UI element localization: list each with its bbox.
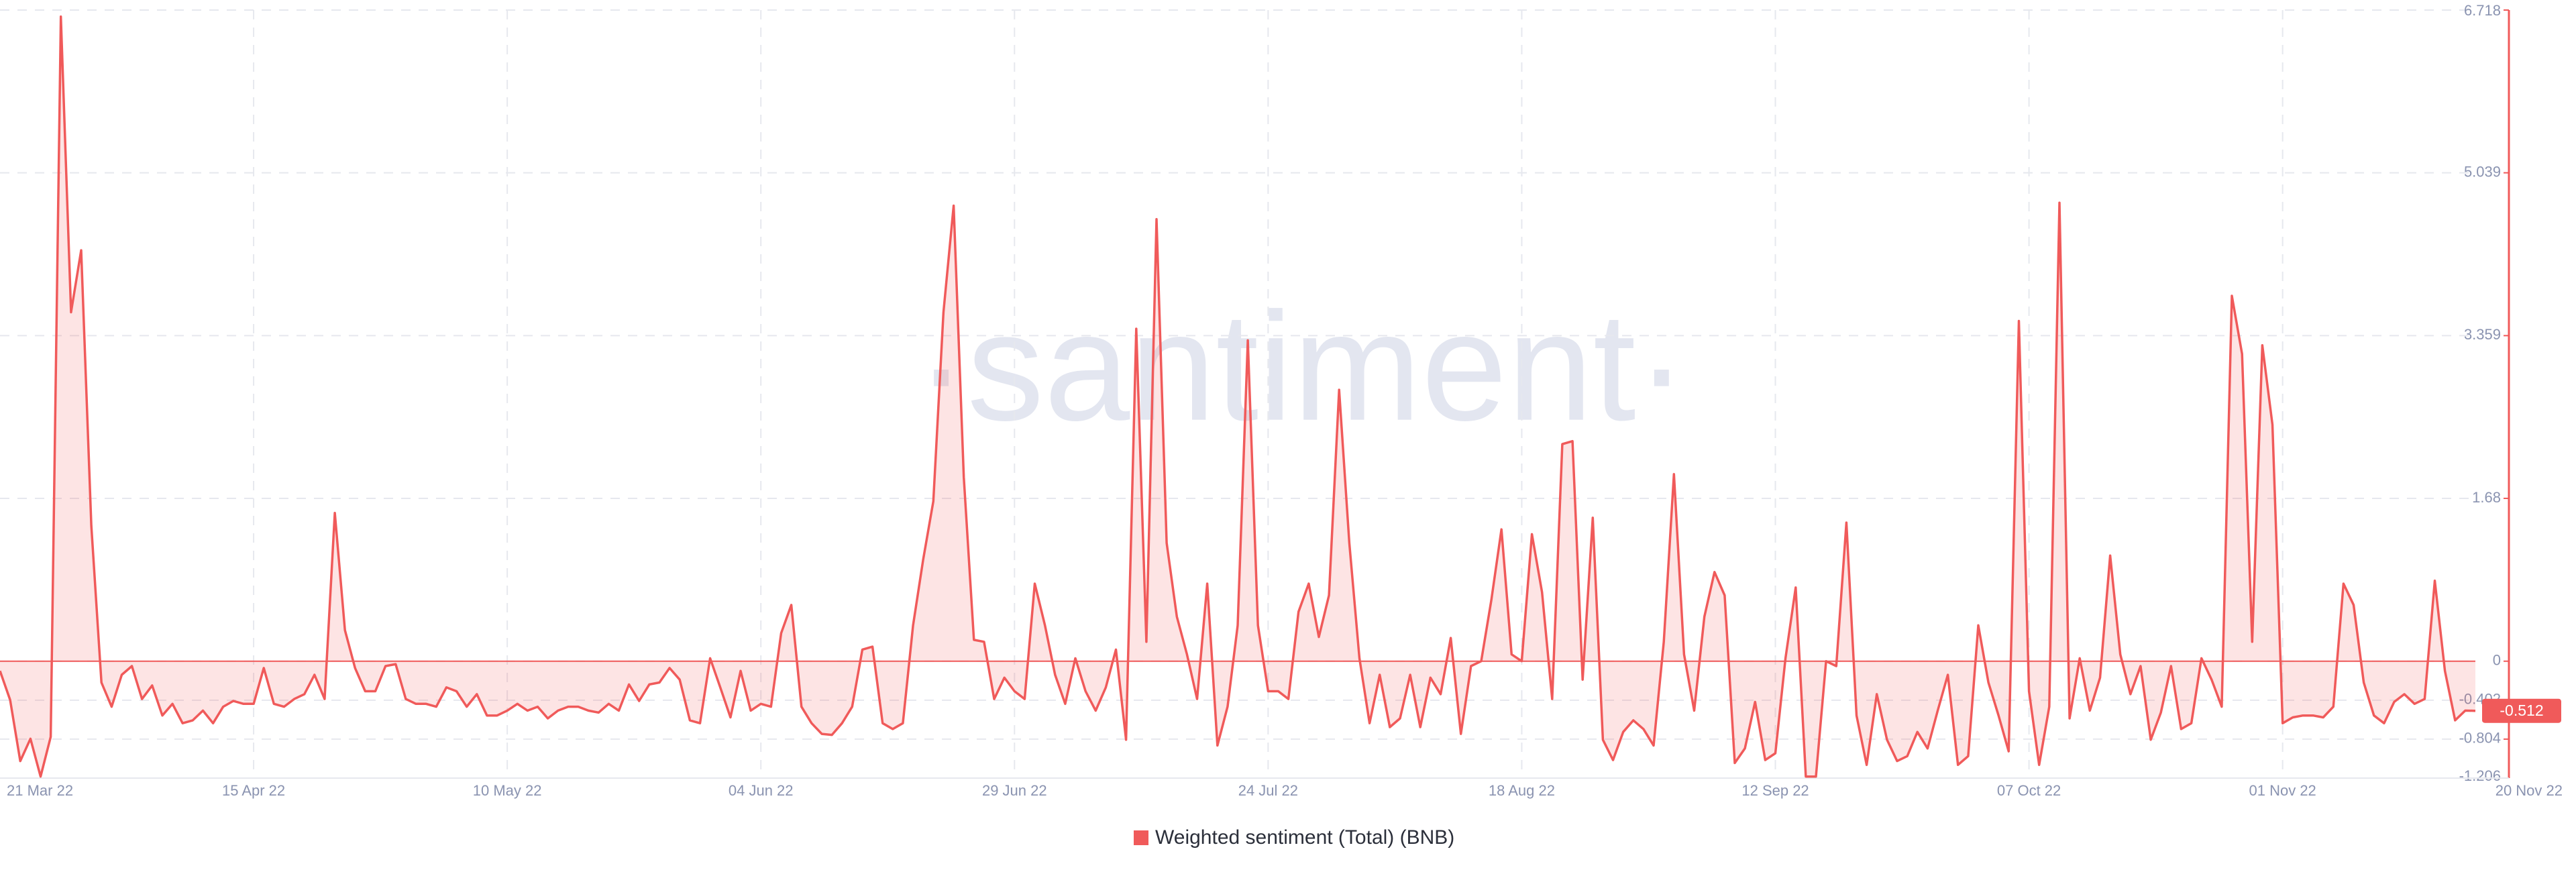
y-tick-label: 0 bbox=[2493, 652, 2501, 669]
x-tick-label: 15 Apr 22 bbox=[222, 782, 285, 799]
value-tag bbox=[2482, 698, 2561, 723]
y-tick-label: 1.68 bbox=[2472, 489, 2501, 506]
x-tick-label: 18 Aug 22 bbox=[1489, 782, 1555, 799]
x-tick-label: 01 Nov 22 bbox=[2249, 782, 2316, 799]
x-tick-label: 20 Nov 22 bbox=[2496, 782, 2563, 799]
y-tick-label: 5.039 bbox=[2464, 163, 2501, 180]
y-tick-label: 6.718 bbox=[2464, 2, 2501, 19]
legend-swatch bbox=[1134, 830, 1148, 845]
y-tick-label: 3.359 bbox=[2464, 326, 2501, 343]
line bbox=[0, 15, 2476, 778]
x-tick-label: 24 Jul 22 bbox=[1238, 782, 1298, 799]
x-tick-label: 07 Oct 22 bbox=[1997, 782, 2061, 799]
x-tick-label: 12 Sep 22 bbox=[1741, 782, 1809, 799]
area-fill bbox=[0, 16, 2475, 777]
watermark: ·santiment· bbox=[916, 280, 1687, 453]
x-tick-label: 21 Mar 22 bbox=[7, 782, 73, 799]
x-tick-label: 29 Jun 22 bbox=[982, 782, 1047, 799]
value-tag-label: -0.512 bbox=[2500, 702, 2543, 719]
y-tick-label: -1.206 bbox=[2459, 767, 2501, 784]
y-tick-label: -0.804 bbox=[2459, 730, 2501, 747]
x-tick-label: 10 May 22 bbox=[473, 782, 542, 799]
legend-label: Weighted sentiment (Total) (BNB) bbox=[1155, 826, 1454, 849]
x-tick-label: 04 Jun 22 bbox=[729, 782, 794, 799]
